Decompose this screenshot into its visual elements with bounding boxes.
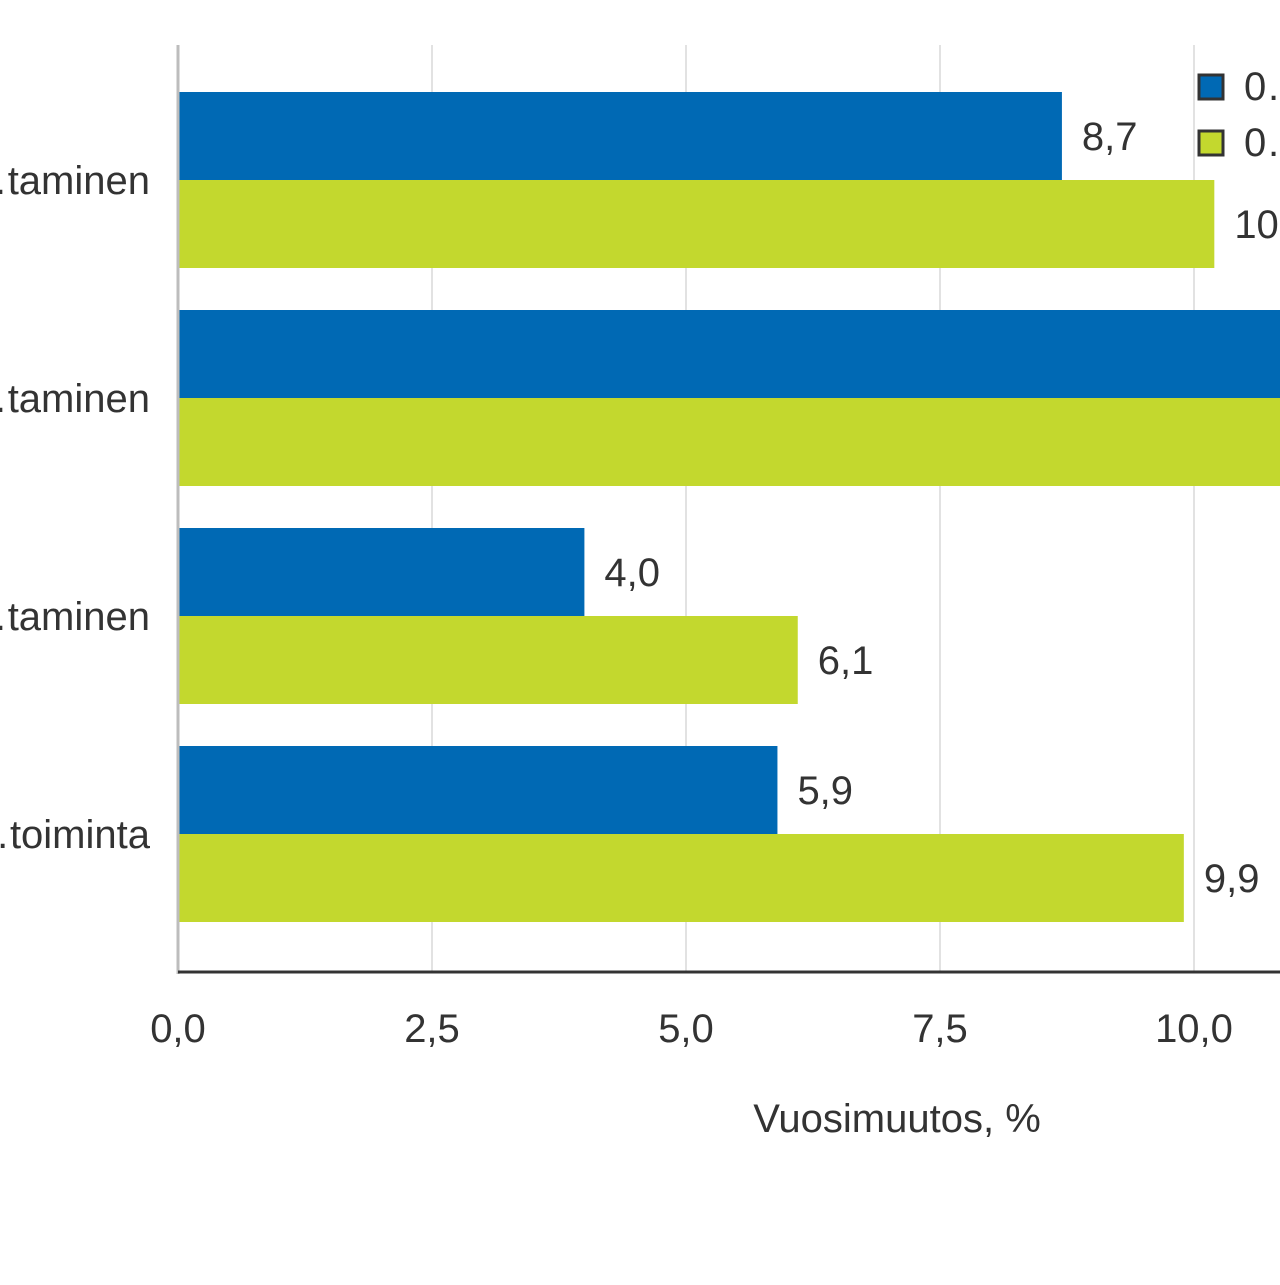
category-label: …taminen (0, 377, 150, 421)
bar (178, 180, 1215, 268)
data-label: 4,0 (604, 551, 660, 595)
labels: 8,7 4,0 5,9 10 6,1 9,9 …taminen …taminen …tamine… (0, 115, 1279, 901)
data-label: 10 (1234, 203, 1279, 247)
data-label: 9,9 (1204, 857, 1260, 901)
legend: 0…0… (1197, 65, 1280, 165)
bar (178, 398, 1280, 486)
x-tick-label: 2,5 (404, 1007, 460, 1051)
bar (178, 616, 798, 704)
data-label: 5,9 (797, 769, 853, 813)
x-tick-label: 7,5 (912, 1007, 968, 1051)
x-tick-label: 10,0 (1155, 1007, 1233, 1051)
legend-swatch (1197, 129, 1225, 157)
x-axis-title: Vuosimuutos, % (753, 1097, 1041, 1141)
bar (178, 834, 1184, 922)
category-label: …taminen (0, 595, 150, 639)
data-label: 8,7 (1082, 115, 1138, 159)
legend-label: 0… (1244, 65, 1280, 109)
category-label: …toiminta (0, 813, 151, 857)
data-label: 6,1 (818, 639, 874, 683)
legend-swatch (1197, 73, 1225, 101)
bar (178, 310, 1280, 398)
x-tick-label: 0,0 (150, 1007, 206, 1051)
category-label: …taminen (0, 159, 150, 203)
axes: 0,0 2,5 5,0 7,5 10,0 (150, 45, 1280, 1051)
bar (178, 746, 778, 834)
legend-label: 0… (1244, 121, 1280, 165)
bar (178, 92, 1062, 180)
bars (178, 92, 1280, 922)
bar (178, 528, 585, 616)
x-tick-label: 5,0 (658, 1007, 714, 1051)
